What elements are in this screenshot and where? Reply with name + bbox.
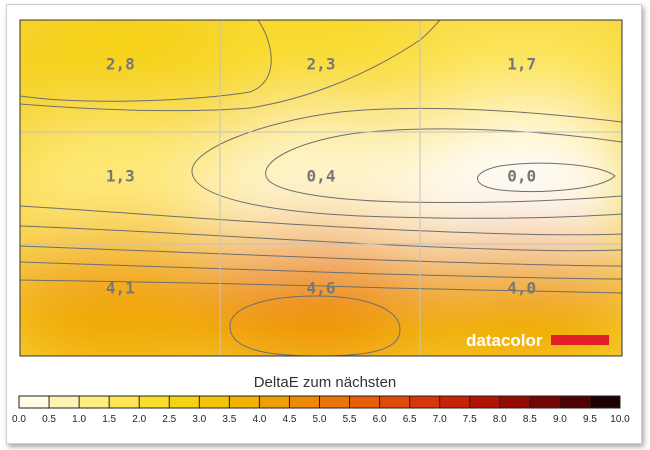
colorbar-segment bbox=[319, 396, 351, 408]
colorbar-segment bbox=[589, 396, 621, 408]
colorbar-segment bbox=[409, 396, 441, 408]
colorbar-tick-label: 9.0 bbox=[553, 414, 567, 425]
contour-line bbox=[20, 20, 272, 102]
contour-line bbox=[20, 205, 622, 236]
contour-line bbox=[20, 279, 622, 294]
colorbar-title: DeltaE zum nächsten bbox=[254, 374, 397, 391]
plot-border bbox=[19, 19, 623, 357]
colorbar-tick-label: 6.0 bbox=[373, 414, 387, 425]
contour-line bbox=[477, 162, 616, 192]
contour-line bbox=[229, 295, 401, 356]
cell-value-label: 1,7 bbox=[507, 54, 536, 73]
colorbar-segment bbox=[139, 396, 170, 408]
colorbar-tick-label: 5.0 bbox=[313, 414, 327, 425]
colorbar-tick-label: 0.0 bbox=[12, 414, 26, 425]
colorbar-segment bbox=[469, 396, 501, 408]
cell-value-label: 2,3 bbox=[307, 54, 336, 73]
heatmap-blob bbox=[20, 118, 245, 258]
heatmap-blob bbox=[397, 20, 622, 146]
contour-line bbox=[20, 261, 622, 280]
colorbar-tick-label: 7.0 bbox=[433, 414, 447, 425]
colorbar-tick-label: 7.5 bbox=[463, 414, 477, 425]
heatmap-blob bbox=[20, 20, 245, 146]
cell-value-label: 4,1 bbox=[106, 278, 135, 297]
grid-lines bbox=[20, 20, 622, 356]
colorbar-segment bbox=[379, 396, 411, 408]
heatmap-blob bbox=[397, 118, 622, 258]
heatmap-blob bbox=[20, 230, 245, 356]
contour-line bbox=[191, 107, 622, 219]
contour-line bbox=[20, 20, 441, 112]
contour-line bbox=[20, 245, 622, 267]
colorbar-segment bbox=[259, 396, 290, 408]
colorbar-segment bbox=[79, 396, 110, 408]
colorbar-tick-label: 8.0 bbox=[493, 414, 507, 425]
colorbar-tick-label: 4.5 bbox=[282, 414, 296, 425]
cell-labels: 2,8 2,3 1,7 1,3 0,4 0,0 4,1 4,6 4,0 bbox=[106, 54, 536, 297]
colorbar-segment bbox=[439, 396, 471, 408]
colorbar-tick-label: 8.5 bbox=[523, 414, 537, 425]
colorbar-tick-label: 3.0 bbox=[192, 414, 206, 425]
colorbar-tick-label: 6.5 bbox=[403, 414, 417, 425]
colorbar-tick-label: 3.5 bbox=[222, 414, 236, 425]
colorbar-segment bbox=[229, 396, 260, 408]
colorbar: 0.0 0.5 1.0 1.5 2.0 2.5 3.0 3.5 4.0 4.5 5.0 5.5 6.0 6… bbox=[12, 395, 630, 425]
colorbar-tick-label: 2.5 bbox=[162, 414, 176, 425]
colorbar-tick-label: 5.5 bbox=[343, 414, 357, 425]
colorbar-tick-label: 1.5 bbox=[102, 414, 116, 425]
colorbar-tick-label: 2.0 bbox=[132, 414, 146, 425]
heatmap-plot: 2,8 2,3 1,7 1,3 0,4 0,0 4,1 4,6 4,0 datacolor bbox=[20, 20, 622, 356]
colorbar-segment bbox=[169, 396, 200, 408]
colorbar-segment bbox=[529, 396, 561, 408]
heatmap-blob bbox=[196, 20, 446, 146]
heatmap-blob bbox=[196, 118, 446, 258]
watermark-text: datacolor bbox=[466, 331, 543, 350]
colorbar-segment bbox=[19, 396, 50, 408]
cell-value-label: 1,3 bbox=[106, 166, 135, 185]
colorbar-segment bbox=[559, 396, 591, 408]
colorbar-tick-label: 9.5 bbox=[583, 414, 597, 425]
colorbar-segment bbox=[349, 396, 381, 408]
contour-line bbox=[265, 128, 622, 204]
colorbar-tick-label: 4.0 bbox=[252, 414, 266, 425]
cell-value-label: 4,0 bbox=[507, 278, 536, 297]
colorbar-tick-label: 1.0 bbox=[72, 414, 86, 425]
watermark-bar bbox=[551, 335, 609, 345]
colorbar-tick-label: 0.5 bbox=[42, 414, 56, 425]
heatmap-blob bbox=[196, 230, 446, 356]
cell-value-label: 2,8 bbox=[106, 54, 135, 73]
colorbar-segment bbox=[499, 396, 531, 408]
heatmap-color-field bbox=[20, 20, 622, 356]
colorbar-segment bbox=[109, 396, 140, 408]
datacolor-watermark: datacolor bbox=[466, 331, 609, 350]
colorbar-tick-label: 10.0 bbox=[610, 414, 630, 425]
colorbar-segment bbox=[49, 396, 80, 408]
cell-value-label: 0,0 bbox=[507, 166, 536, 185]
colorbar-segment bbox=[289, 396, 320, 408]
cell-value-label: 0,4 bbox=[307, 166, 336, 185]
colorbar-segment bbox=[199, 396, 230, 408]
cell-value-label: 4,6 bbox=[307, 278, 336, 297]
